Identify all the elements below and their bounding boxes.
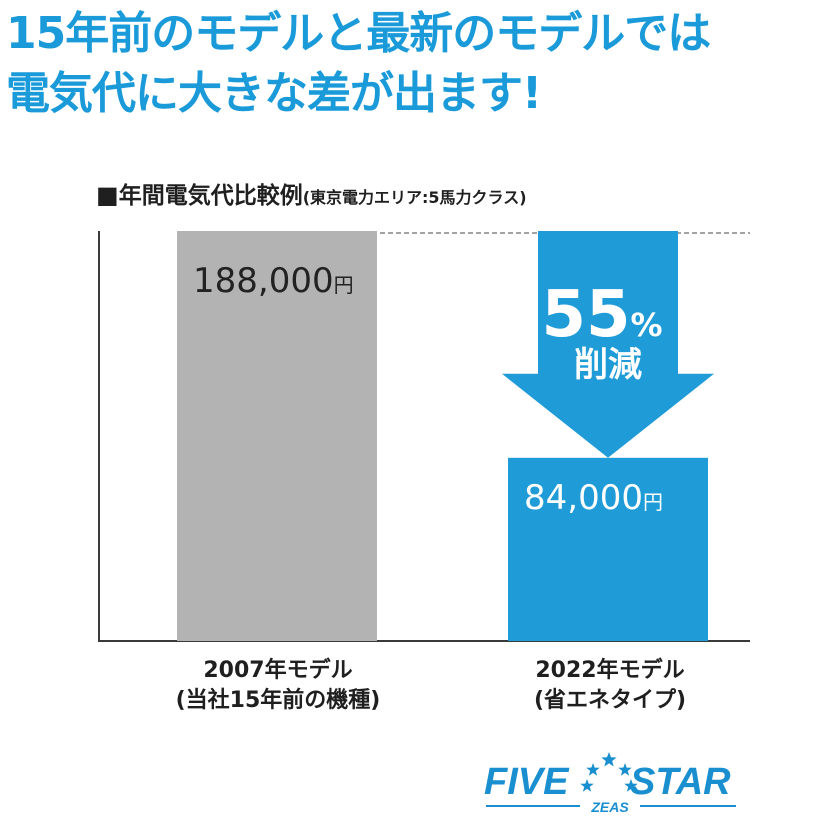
value-label-2007: 188,000円 xyxy=(193,261,354,301)
reduction-arrow xyxy=(502,231,714,458)
logo-star-text: STAR xyxy=(630,761,731,803)
value-label-2022-unit: 円 xyxy=(643,490,663,514)
headline-line-2: 電気代に大きな差が出ます! xyxy=(6,68,542,119)
reduction-percent-sign: % xyxy=(631,306,663,344)
chart-title-marker: ■ xyxy=(96,181,119,209)
logo-star-icon xyxy=(618,763,632,776)
logo-star-icon xyxy=(580,779,594,792)
category-label-2007-line-1: 2007年モデル xyxy=(203,658,353,683)
logo-star-icon xyxy=(601,752,617,767)
category-label-2022: 2022年モデル (省エネタイプ) xyxy=(460,656,760,716)
value-label-2007-unit: 円 xyxy=(334,273,354,297)
reduction-percent: 55% xyxy=(541,278,662,352)
logo-five-text: FIVE xyxy=(484,761,570,803)
reduction-label: 削減 xyxy=(574,345,642,385)
logo-stars-icon xyxy=(580,752,638,792)
category-label-2007-line-2: (当社15年前の機種) xyxy=(175,688,381,713)
logo-zeas-text: ZEAS xyxy=(590,799,629,814)
bar-1 xyxy=(508,457,708,641)
value-label-2007-number: 188,000 xyxy=(193,261,334,301)
logo-star-icon xyxy=(624,779,638,792)
reduction-percent-number: 55 xyxy=(541,278,630,352)
category-label-2022-line-2: (省エネタイプ) xyxy=(533,688,687,713)
category-label-2022-line-1: 2022年モデル xyxy=(535,658,685,683)
headline: 15年前のモデルと最新のモデルでは 電気代に大きな差が出ます! xyxy=(6,4,836,124)
chart-title-text: 年間電気代比較例 xyxy=(118,183,303,209)
five-star-zeas-logo: FIVE STAR ZEAS xyxy=(484,752,736,814)
chart-title: ■年間電気代比較例(東京電力エリア:5馬力クラス) xyxy=(96,176,527,210)
headline-line-1: 15年前のモデルと最新のモデルでは xyxy=(6,8,711,59)
bar-0 xyxy=(177,231,377,641)
value-label-2022-number: 84,000 xyxy=(524,478,643,518)
value-label-2022: 84,000円 xyxy=(524,478,663,518)
logo-star-icon xyxy=(586,763,600,776)
chart-subtitle: (東京電力エリア:5馬力クラス) xyxy=(302,188,527,207)
category-label-2007: 2007年モデル (当社15年前の機種) xyxy=(128,656,428,716)
